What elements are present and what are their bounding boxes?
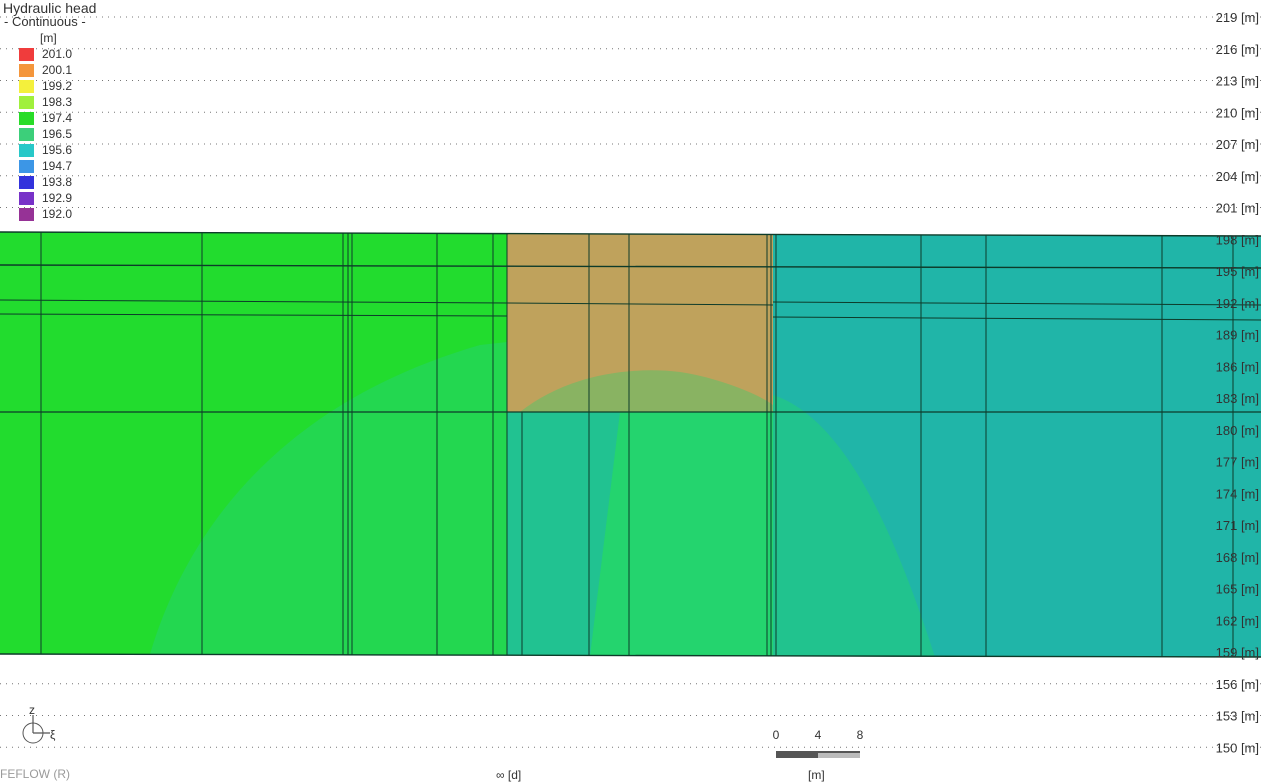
legend-swatch (19, 112, 34, 125)
elevation-label: 204 [m] (1216, 169, 1259, 184)
time-readout: ∞ [d] (496, 768, 522, 782)
elevation-label: 198 [m] (1216, 232, 1259, 247)
elevation-label: 213 [m] (1216, 74, 1259, 89)
elevation-label: 186 [m] (1216, 359, 1259, 374)
legend-swatch (19, 48, 34, 61)
legend-swatch (19, 64, 34, 77)
legend-swatch (19, 96, 34, 109)
legend-label: 194.7 (42, 159, 73, 173)
legend-swatch (19, 176, 34, 189)
elevation-label: 207 [m] (1216, 137, 1259, 152)
legend-title: Hydraulic head (3, 0, 97, 16)
brand-label: FEFLOW (R) (0, 767, 70, 781)
legend-label: 199.2 (42, 79, 73, 93)
axis-orientation-icon: z ξ (22, 705, 56, 744)
legend-label: 193.8 (42, 175, 73, 189)
legend-label: 197.4 (42, 111, 73, 125)
legend-label: 200.1 (42, 63, 73, 77)
head-plume-right (773, 395, 935, 657)
legend-mode: - Continuous - (4, 14, 86, 29)
zone-block (507, 234, 773, 412)
legend-swatch (19, 144, 34, 157)
head-plume (150, 342, 507, 655)
scale-bar (776, 751, 860, 758)
legend-label: 201.0 (42, 47, 73, 61)
legend-unit: [m] (40, 31, 57, 45)
legend-label: 196.5 (42, 127, 73, 141)
legend-swatch (19, 128, 34, 141)
legend-swatch (19, 160, 34, 173)
legend-label: 192.9 (42, 191, 73, 205)
elevation-label: 180 [m] (1216, 423, 1259, 438)
elevation-label: 210 [m] (1216, 105, 1259, 120)
legend-swatch (19, 192, 34, 205)
elevation-label: 165 [m] (1216, 582, 1259, 597)
legend-label: 195.6 (42, 143, 73, 157)
elevation-label: 153 [m] (1216, 709, 1259, 724)
elevation-label: 219 [m] (1216, 10, 1259, 25)
head-plume-mid (507, 412, 620, 656)
axis-z-label: z (29, 705, 35, 717)
axis-xi-label: ξ (50, 728, 56, 742)
elevation-label: 189 [m] (1216, 328, 1259, 343)
elevation-label: 216 [m] (1216, 42, 1259, 57)
mesh-lines (0, 231, 1261, 658)
scale-tick-8: 8 (856, 728, 864, 742)
legend-swatch (19, 208, 34, 221)
elevation-label: 162 [m] (1216, 613, 1259, 628)
legend-label: 192.0 (42, 207, 73, 221)
model-domain[interactable] (0, 231, 1261, 658)
elevation-axis: 219 [m] 216 [m] 213 [m] 210 [m] 207 [m] 204 [… (1216, 10, 1259, 755)
elevation-label: 174 [m] (1216, 486, 1259, 501)
zone-right (773, 235, 1261, 657)
elevation-label: 195 [m] (1216, 264, 1259, 279)
elevation-label: 183 [m] (1216, 391, 1259, 406)
scale-tick-0: 0 (772, 728, 780, 742)
elevation-label: 150 [m] (1216, 740, 1259, 755)
elevation-label: 201 [m] (1216, 201, 1259, 216)
scale-unit: [m] (808, 768, 825, 782)
legend-swatch (19, 80, 34, 93)
elevation-label: 171 [m] (1216, 518, 1259, 533)
elevation-label: 156 [m] (1216, 677, 1259, 692)
elevation-label: 192 [m] (1216, 296, 1259, 311)
elevation-label: 159 [m] (1216, 645, 1259, 660)
elevation-label: 177 [m] (1216, 455, 1259, 470)
scale-tick-4: 4 (814, 728, 822, 742)
legend-label: 198.3 (42, 95, 73, 109)
block-plume (520, 370, 773, 412)
elevation-label: 168 [m] (1216, 550, 1259, 565)
